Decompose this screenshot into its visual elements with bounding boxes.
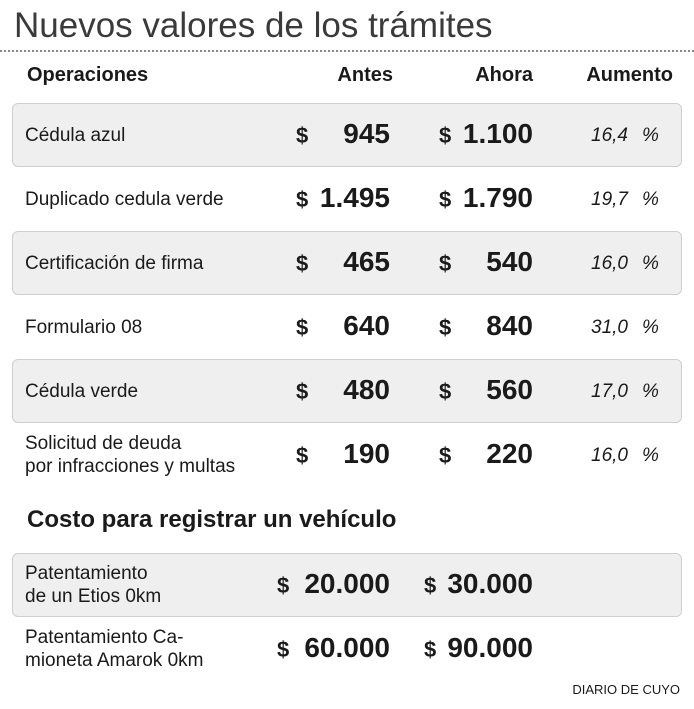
price-before: 1.495 — [319, 182, 390, 213]
row-bg — [12, 359, 682, 423]
price-now: 840 — [486, 310, 533, 341]
increase: 19,7 — [591, 189, 628, 210]
row-bg — [12, 553, 682, 617]
price-before: 945 — [343, 118, 390, 149]
price-now: 220 — [486, 438, 533, 469]
column-header: Antes — [337, 64, 393, 86]
currency: $ — [439, 443, 452, 468]
section-title: Costo para registrar un vehículo — [27, 506, 397, 533]
row-label: Solicitud de deuda por infracciones y mu… — [25, 433, 236, 477]
price-now: 30.000 — [447, 568, 533, 599]
currency: $ — [296, 315, 309, 340]
increase: 16,4 — [591, 125, 628, 146]
currency: $ — [277, 637, 290, 662]
row-label: Patentamiento de un Etios 0km — [25, 563, 162, 607]
price-now: 540 — [486, 246, 533, 277]
currency: $ — [439, 187, 452, 212]
column-header: Ahora — [475, 64, 533, 86]
column-header: Operaciones — [27, 64, 149, 86]
row-label: Patentamiento Ca- mioneta Amarok 0km — [25, 627, 204, 671]
price-now: 1.100 — [462, 118, 533, 149]
row-bg — [12, 231, 682, 295]
percent-sign: % — [642, 189, 659, 210]
currency: $ — [424, 573, 437, 598]
price-now: 560 — [486, 374, 533, 405]
currency: $ — [439, 379, 452, 404]
row-label: Cédula verde — [25, 380, 139, 402]
column-header: Aumento — [586, 64, 673, 86]
price-now: 1.790 — [462, 182, 533, 213]
percent-sign: % — [642, 125, 659, 146]
increase: 16,0 — [591, 445, 628, 466]
source: DIARIO DE CUYO — [572, 682, 680, 697]
currency: $ — [296, 187, 309, 212]
currency: $ — [296, 443, 309, 468]
divider — [0, 50, 694, 52]
row-label: Duplicado cedula verde — [25, 188, 224, 210]
percent-sign: % — [642, 317, 659, 338]
currency: $ — [439, 251, 452, 276]
price-before: 465 — [343, 246, 390, 277]
increase: 16,0 — [591, 253, 628, 274]
currency: $ — [424, 637, 437, 662]
increase: 17,0 — [591, 381, 628, 402]
price-before: 60.000 — [304, 632, 390, 663]
percent-sign: % — [642, 445, 659, 466]
currency: $ — [439, 123, 452, 148]
currency: $ — [296, 123, 309, 148]
increase: 31,0 — [591, 317, 628, 338]
price-before: 640 — [343, 310, 390, 341]
currency: $ — [296, 379, 309, 404]
price-before: 480 — [343, 374, 390, 405]
currency: $ — [296, 251, 309, 276]
row-label: Certificación de firma — [25, 252, 204, 274]
price-before: 190 — [343, 438, 390, 469]
percent-sign: % — [642, 381, 659, 402]
currency: $ — [439, 315, 452, 340]
title: Nuevos valores de los trámites — [14, 6, 493, 45]
percent-sign: % — [642, 253, 659, 274]
price-now: 90.000 — [447, 632, 533, 663]
price-before: 20.000 — [304, 568, 390, 599]
row-bg — [12, 103, 682, 167]
currency: $ — [277, 573, 290, 598]
row-label: Cédula azul — [25, 124, 126, 146]
row-label: Formulario 08 — [25, 316, 143, 338]
